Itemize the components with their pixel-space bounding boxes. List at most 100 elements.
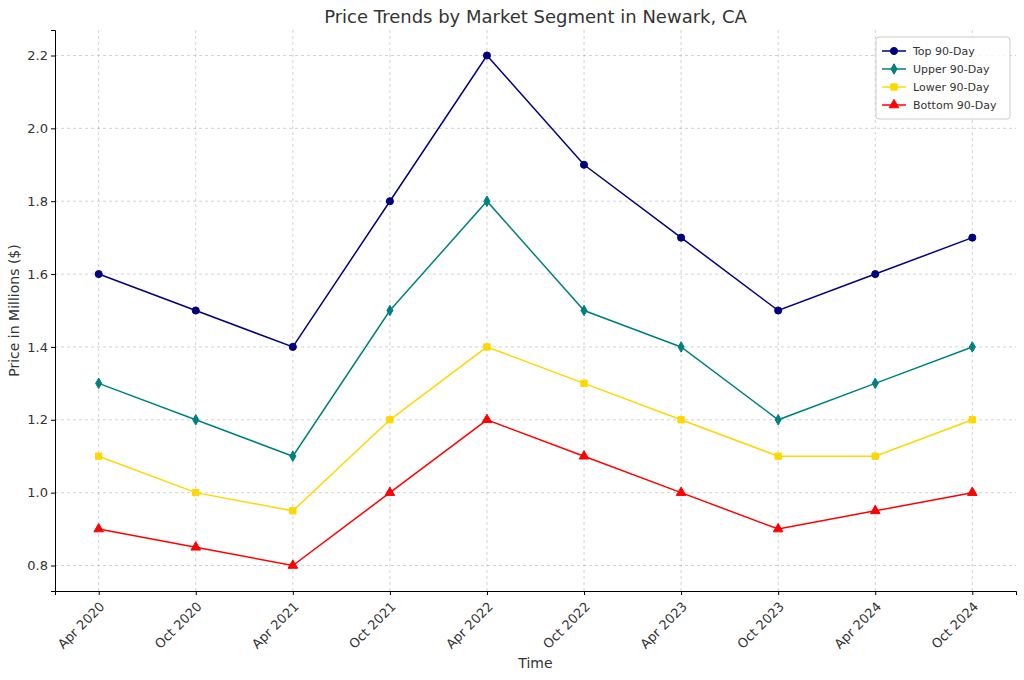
y-tick-mark xyxy=(51,493,55,494)
y-tick-mark xyxy=(51,274,55,275)
x-tick: Oct 2021 xyxy=(346,591,399,652)
x-tick-mark xyxy=(390,591,391,595)
series-marker xyxy=(968,487,978,495)
x-tick-label: Apr 2021 xyxy=(249,599,302,652)
y-tick: 1.8 xyxy=(27,194,55,209)
legend-entry: Bottom 90-Day xyxy=(882,99,997,112)
series-marker xyxy=(773,524,783,532)
series-line xyxy=(99,56,973,347)
x-axis-title: Time xyxy=(517,655,552,671)
series-line xyxy=(99,347,973,511)
y-tick-label: 0.8 xyxy=(27,558,48,573)
y-axis-line xyxy=(51,31,56,592)
x-tick: Apr 2023 xyxy=(637,591,690,652)
x-tick-label: Oct 2023 xyxy=(734,599,787,652)
y-tick: 2.0 xyxy=(27,121,55,136)
series-marker xyxy=(969,417,975,423)
series-marker xyxy=(775,453,781,459)
x-axis-line xyxy=(56,592,1017,596)
x-tick-mark xyxy=(196,591,197,595)
series-marker xyxy=(95,271,102,278)
series-line xyxy=(99,201,973,456)
series-marker xyxy=(193,489,199,495)
series-marker xyxy=(678,417,684,423)
x-tick: Apr 2024 xyxy=(831,591,884,652)
x-tick: Apr 2021 xyxy=(249,591,302,652)
grid-line-y xyxy=(55,128,1016,129)
legend-marker xyxy=(891,64,897,75)
y-tick-label: 1.6 xyxy=(27,267,48,282)
legend-label: Top 90-Day xyxy=(912,45,975,58)
legend-box xyxy=(876,37,1010,119)
chart-container: 0.81.01.21.41.61.82.02.2Apr 2020Oct 2020… xyxy=(0,0,1024,680)
x-tick: Apr 2022 xyxy=(443,591,496,652)
x-tick-mark xyxy=(778,591,779,595)
series-marker xyxy=(969,234,976,241)
series-marker xyxy=(581,380,587,386)
legend-marker xyxy=(889,99,899,107)
x-tick: Oct 2024 xyxy=(928,591,981,652)
y-tick-label: 1.8 xyxy=(27,194,48,209)
series-marker xyxy=(581,305,587,316)
grid-line-x xyxy=(98,30,99,591)
y-tick-mark xyxy=(51,420,55,421)
x-tick-mark xyxy=(584,591,585,595)
x-tick-label: Oct 2022 xyxy=(540,599,593,652)
x-tick: Oct 2020 xyxy=(152,591,205,652)
series-marker xyxy=(94,524,104,532)
series-marker xyxy=(484,196,490,207)
y-tick-mark xyxy=(51,56,55,57)
series-marker xyxy=(191,542,201,550)
legend-label: Bottom 90-Day xyxy=(913,99,997,112)
x-tick-mark xyxy=(875,591,876,595)
x-tick-mark xyxy=(487,591,488,595)
series-marker xyxy=(969,342,975,353)
series-marker xyxy=(290,451,296,462)
y-tick-mark xyxy=(51,347,55,348)
x-tick: Apr 2020 xyxy=(55,591,108,652)
x-tick-mark xyxy=(293,591,294,595)
chart-svg: 0.81.01.21.41.61.82.02.2Apr 2020Oct 2020… xyxy=(0,0,1024,680)
grid-line-y xyxy=(55,346,1016,347)
y-tick-label: 2.2 xyxy=(27,48,48,63)
series-marker xyxy=(289,343,296,350)
grid-line-y xyxy=(55,55,1016,56)
y-tick: 2.2 xyxy=(27,48,55,63)
series-marker xyxy=(678,342,684,353)
grid-line-x xyxy=(681,30,682,591)
x-tick: Oct 2023 xyxy=(734,591,787,652)
y-tick-mark xyxy=(51,201,55,202)
x-tick: Oct 2022 xyxy=(540,591,593,652)
series-marker xyxy=(96,453,102,459)
series-marker xyxy=(580,161,587,168)
y-tick: 1.6 xyxy=(27,267,55,282)
series-marker xyxy=(870,505,880,513)
legend-entry: Lower 90-Day xyxy=(882,81,990,94)
series-marker xyxy=(484,344,490,350)
x-tick-label: Oct 2021 xyxy=(346,599,399,652)
x-tick-mark xyxy=(99,591,100,595)
legend-marker xyxy=(890,47,897,54)
series-marker xyxy=(387,305,393,316)
x-tick-mark xyxy=(681,591,682,595)
x-tick-label: Apr 2020 xyxy=(55,599,108,652)
series-marker xyxy=(676,487,686,495)
x-tick-mark xyxy=(972,591,973,595)
y-tick-mark xyxy=(51,128,55,129)
y-tick: 0.8 xyxy=(27,558,55,573)
series-marker xyxy=(678,234,685,241)
series-marker xyxy=(775,307,782,314)
grid-line-y xyxy=(55,201,1016,202)
series-marker xyxy=(96,378,102,389)
series-marker xyxy=(872,453,878,459)
series-marker xyxy=(386,198,393,205)
series-marker xyxy=(193,415,199,426)
series-marker xyxy=(482,414,492,422)
series-marker xyxy=(775,415,781,426)
grid xyxy=(55,30,1016,591)
y-tick: 1.0 xyxy=(27,485,55,500)
legend-label: Upper 90-Day xyxy=(913,63,990,76)
legend-entry: Upper 90-Day xyxy=(882,63,990,76)
series-line xyxy=(99,420,973,566)
legend: Top 90-Day Upper 90-Day Lower 90-Day Bottom… xyxy=(876,37,1010,119)
